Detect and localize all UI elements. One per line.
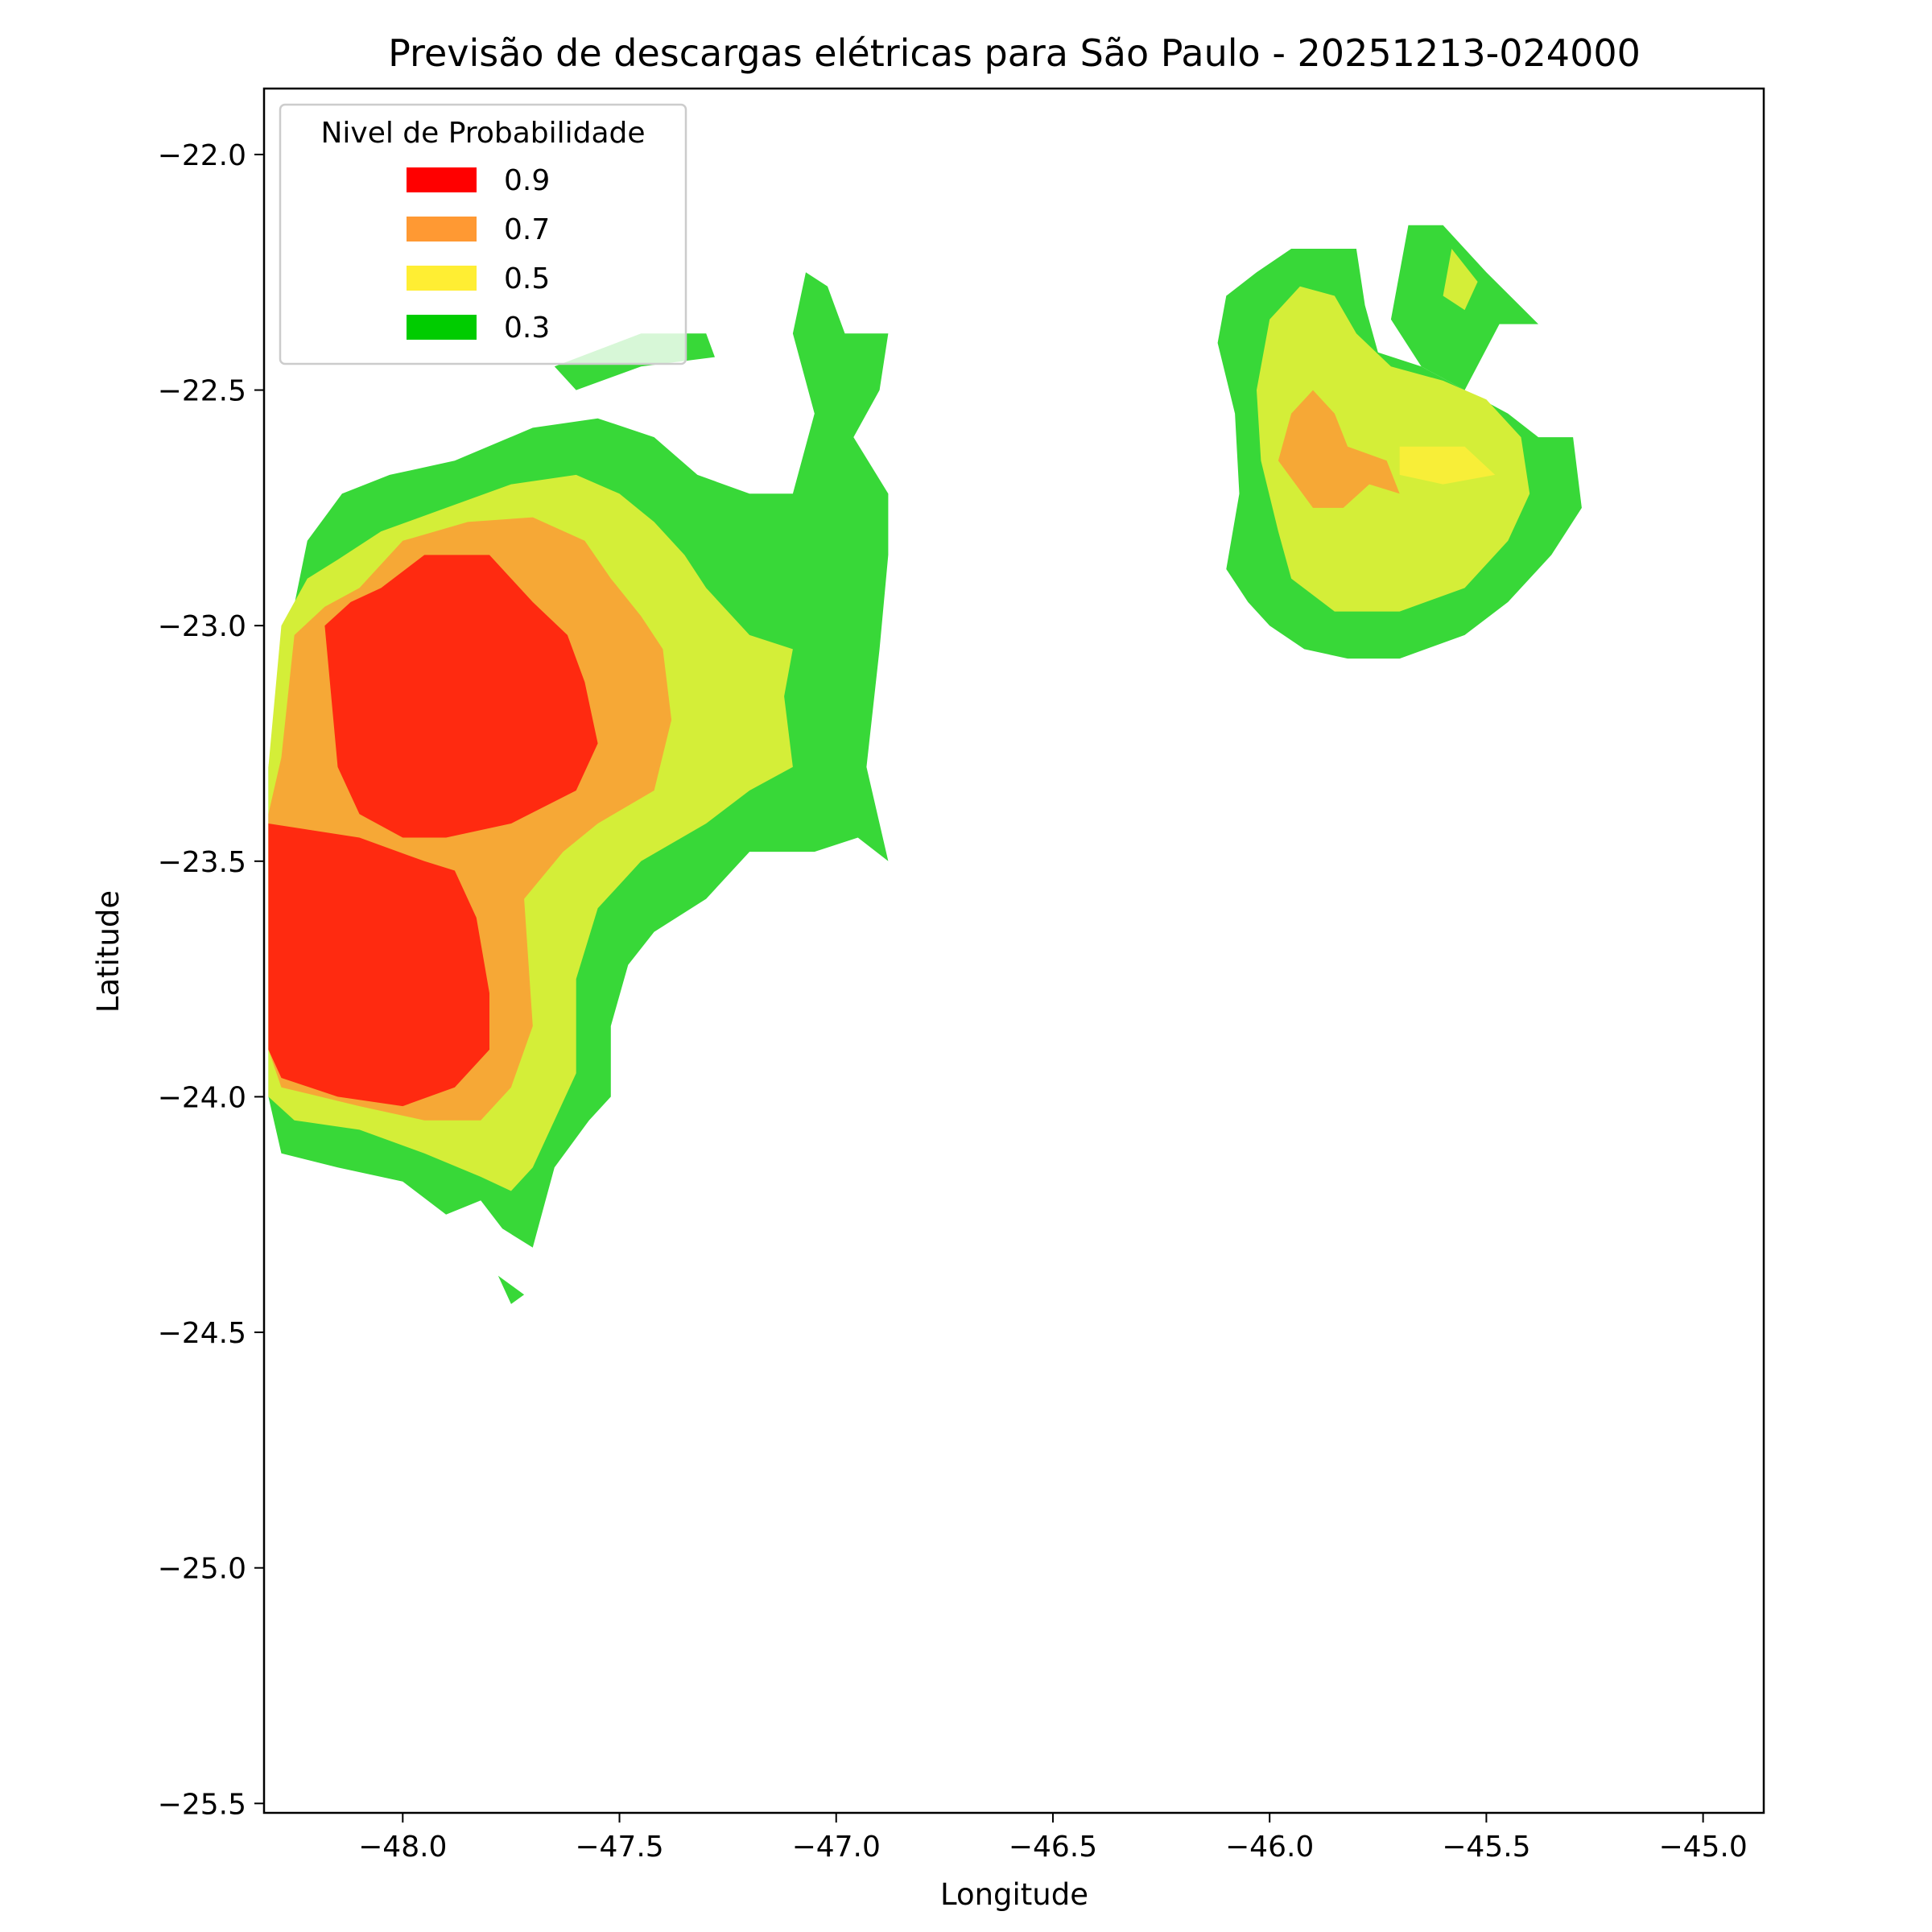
- plot-area: [262, 87, 1765, 1814]
- plot-frame: [262, 87, 1765, 1814]
- legend-entries: 0.9 0.7 0.5 0.3: [407, 164, 550, 345]
- y-tick-label: −23.5: [158, 846, 246, 879]
- legend-title: Nivel de Probabilidade: [320, 117, 645, 150]
- legend-swatch: [407, 217, 477, 242]
- y-tick-label: −24.5: [158, 1317, 246, 1350]
- y-tick-label: −22.0: [158, 139, 246, 172]
- legend-swatch: [407, 266, 477, 291]
- contour-region-0-9-12: [268, 824, 489, 1107]
- contour-region-0-5-6: [1257, 286, 1530, 612]
- legend-label: 0.5: [504, 262, 550, 295]
- contour-region-0-7-9: [1278, 390, 1400, 508]
- legend-frame: [279, 103, 687, 365]
- y-tick-label: −23.0: [158, 610, 246, 643]
- legend-label: 0.7: [504, 213, 550, 246]
- contour-regions: [268, 225, 1582, 1304]
- y-tick-label: −22.5: [158, 375, 246, 408]
- x-tick-label: −48.0: [358, 1831, 447, 1864]
- contour-region-0-5-7: [1443, 249, 1478, 311]
- legend-swatch: [407, 167, 477, 192]
- y-tick-label: −24.0: [158, 1081, 246, 1114]
- y-axis: −22.0 −22.5 −23.0 −23.5 −24.0 −24.5 −25.0 −25.5: [158, 139, 264, 1821]
- contour-region-0-3-3: [497, 1275, 525, 1304]
- x-axis: −48.0 −47.5 −47.0 −46.5 −46.0 −45.5 −45.0: [358, 1813, 1748, 1864]
- x-tick-label: −47.5: [575, 1831, 663, 1864]
- legend: Nivel de Probabilidade 0.9 0.7 0.5 0.3: [279, 103, 687, 365]
- y-axis-label: Latitude: [91, 890, 126, 1013]
- legend-label: 0.9: [504, 164, 550, 197]
- x-tick-label: −46.0: [1225, 1831, 1314, 1864]
- chart-title: Previsão de descargas elétricas para São…: [388, 31, 1641, 75]
- y-tick-label: −25.0: [158, 1553, 246, 1586]
- contour-region-0-5-core-10: [1399, 446, 1496, 485]
- x-tick-label: −45.5: [1442, 1831, 1530, 1864]
- legend-swatch: [407, 315, 477, 340]
- y-tick-label: −25.5: [158, 1788, 246, 1821]
- x-axis-label: Longitude: [940, 1877, 1088, 1912]
- x-tick-label: −46.5: [1009, 1831, 1097, 1864]
- legend-label: 0.3: [504, 312, 550, 345]
- x-tick-label: −45.0: [1658, 1831, 1747, 1864]
- x-tick-label: −47.0: [792, 1831, 881, 1864]
- contour-region-0-9-11: [324, 555, 598, 838]
